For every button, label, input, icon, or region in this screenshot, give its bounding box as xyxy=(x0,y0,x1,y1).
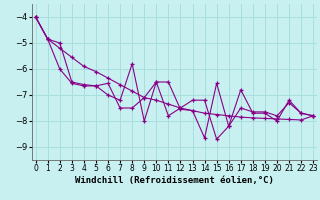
X-axis label: Windchill (Refroidissement éolien,°C): Windchill (Refroidissement éolien,°C) xyxy=(75,176,274,185)
